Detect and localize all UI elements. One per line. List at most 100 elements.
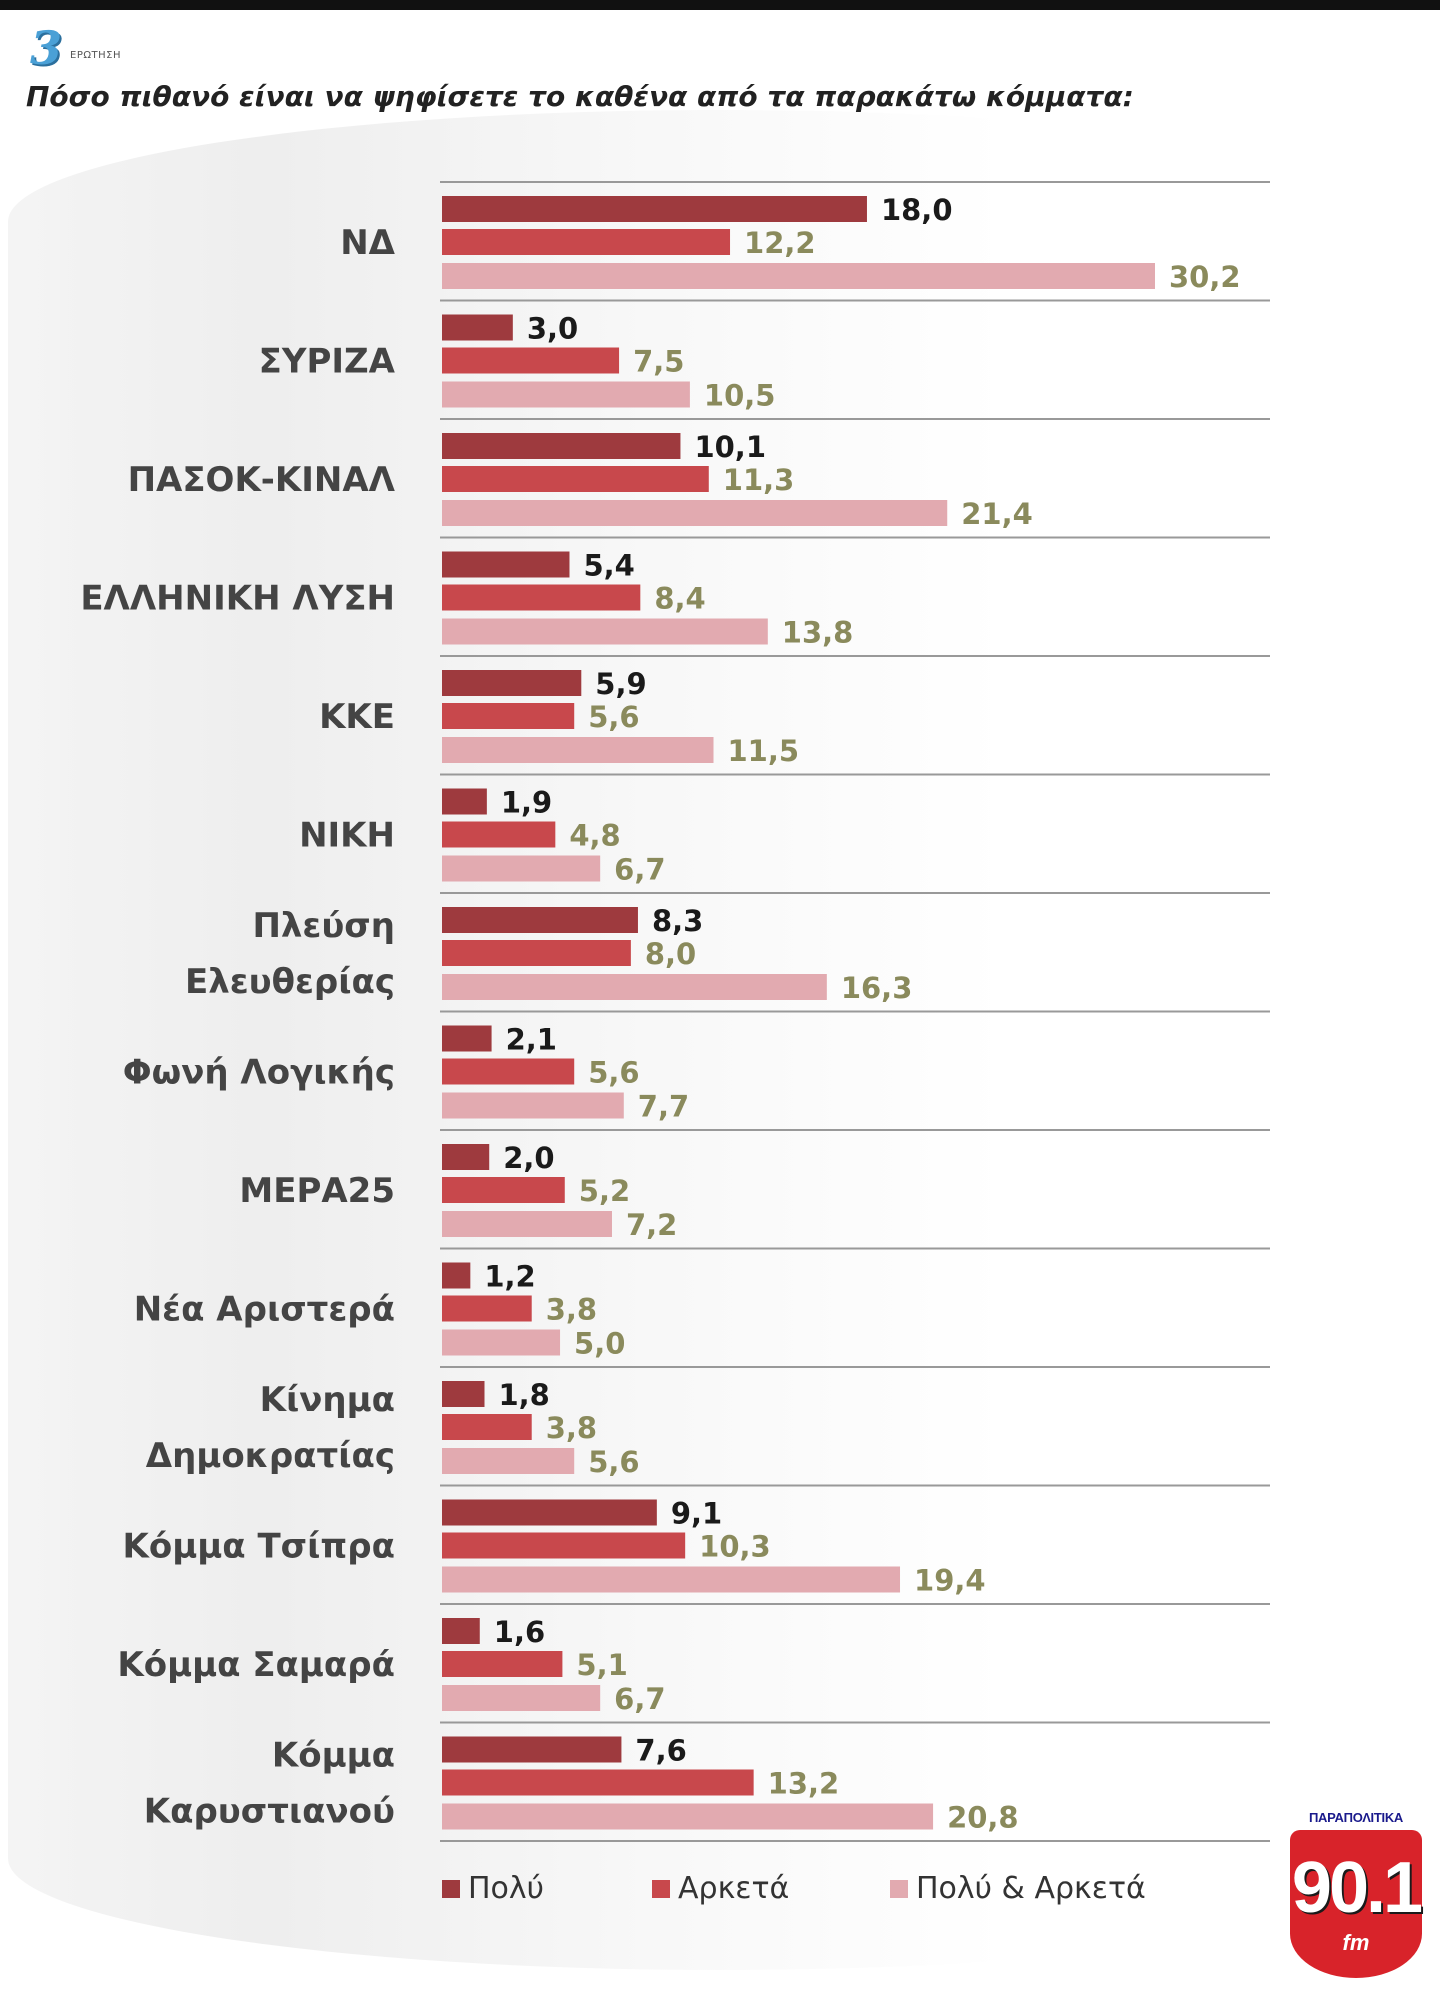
bar-arketa — [442, 584, 641, 611]
bar-both — [442, 1329, 561, 1356]
bar-both — [442, 1566, 901, 1593]
bar-arketa — [442, 347, 620, 374]
data-label: 1,8 — [498, 1378, 549, 1412]
bar-arketa — [442, 703, 575, 729]
question-header: 3 ΕΡΩΤΗΣΗ — [30, 21, 121, 75]
bar-polu — [442, 907, 638, 933]
data-label: 18,0 — [881, 193, 953, 227]
bar-both — [442, 1211, 612, 1237]
bar-both — [442, 263, 1155, 289]
data-label: 21,4 — [961, 497, 1033, 531]
data-label: 13,2 — [768, 1767, 840, 1801]
bar-polu — [442, 1618, 480, 1644]
question-title: Πόσο πιθανό είναι να ψηφίσετε το καθένα … — [26, 80, 1134, 113]
category-label: Φωνή Λογικής — [123, 1053, 395, 1093]
data-label: 10,3 — [699, 1530, 771, 1564]
data-label: 5,6 — [588, 700, 639, 734]
category-label: ΠΑΣΟΚ-ΚΙΝΑΛ — [128, 460, 396, 500]
bar-polu — [442, 1381, 485, 1407]
data-label: 3,8 — [546, 1293, 597, 1327]
data-label: 2,1 — [506, 1023, 557, 1057]
bar-polu — [442, 1736, 622, 1763]
bar-polu — [442, 1499, 657, 1526]
bar-polu — [442, 1144, 490, 1170]
data-label: 7,2 — [626, 1208, 677, 1242]
bar-arketa — [442, 1532, 686, 1559]
data-label: 9,1 — [671, 1497, 722, 1531]
category-label: Πλεύση — [252, 906, 395, 946]
data-label: 3,0 — [527, 312, 578, 346]
category-label: ΕΛΛΗΝΙΚΗ ΛΥΣΗ — [80, 579, 395, 619]
question-number: 3 — [30, 21, 63, 75]
data-label: 12,2 — [744, 226, 816, 260]
bar-both — [442, 618, 768, 645]
bar-polu — [442, 1262, 471, 1289]
bar-both — [442, 1448, 575, 1474]
data-label: 8,0 — [645, 937, 696, 971]
data-label: 2,0 — [503, 1141, 554, 1175]
data-label: 7,6 — [635, 1734, 686, 1768]
question-tag: ΕΡΩΤΗΣΗ — [70, 49, 121, 61]
data-label: 1,2 — [484, 1260, 535, 1294]
data-label: 8,3 — [652, 904, 703, 938]
category-label: Κίνημα — [260, 1380, 395, 1420]
data-label: 5,1 — [576, 1648, 627, 1682]
data-label: 1,9 — [501, 786, 552, 820]
legend-label: Πολύ — [468, 1871, 544, 1906]
data-label: 5,2 — [579, 1174, 630, 1208]
bar-both — [442, 974, 827, 1000]
bar-arketa — [442, 1058, 575, 1085]
data-label: 7,5 — [633, 345, 684, 379]
logo-frequency: 90.1 — [1291, 1848, 1423, 1928]
bar-arketa — [442, 1414, 532, 1440]
bar-arketa — [442, 940, 631, 966]
logo-shield: 90.1 fm — [1290, 1830, 1423, 1978]
bar-polu — [442, 670, 582, 696]
data-label: 8,4 — [654, 582, 705, 616]
data-label: 7,7 — [638, 1090, 689, 1124]
legend-swatch — [652, 1880, 670, 1898]
bar-arketa — [442, 229, 731, 255]
bar-polu — [442, 1025, 492, 1052]
data-label: 5,4 — [583, 549, 634, 583]
category-label: Καρυστιανού — [144, 1792, 395, 1832]
legend-label: Αρκετά — [678, 1871, 789, 1906]
category-label: Κόμμα — [272, 1736, 395, 1776]
legend-swatch — [442, 1880, 460, 1898]
top-bar — [0, 0, 1440, 10]
bar-arketa — [442, 1177, 565, 1203]
category-label: Νέα Αριστερά — [134, 1290, 395, 1330]
data-label: 1,6 — [494, 1615, 545, 1649]
data-label: 3,8 — [546, 1411, 597, 1445]
bar-arketa — [442, 466, 709, 492]
data-label: 11,3 — [723, 463, 795, 497]
data-label: 5,6 — [588, 1445, 639, 1479]
category-label: ΜΕΡΑ25 — [239, 1171, 395, 1211]
bar-arketa — [442, 1651, 563, 1677]
category-label: ΚΚΕ — [319, 697, 395, 737]
category-label: Κόμμα Σαμαρά — [117, 1645, 395, 1685]
bar-polu — [442, 433, 681, 459]
bar-polu — [442, 788, 487, 815]
data-label: 10,5 — [704, 379, 776, 413]
radio-logo: ΠΑΡΑΠΟΛΙΤΙΚΑ 90.1 fm — [1286, 1810, 1426, 1982]
category-label: ΝΔ — [340, 223, 395, 263]
category-label: Δημοκρατίας — [146, 1436, 395, 1476]
data-label: 30,2 — [1169, 260, 1241, 294]
data-label: 10,1 — [694, 430, 766, 464]
category-label: Ελευθερίας — [185, 962, 395, 1002]
bar-both — [442, 737, 714, 763]
bar-both — [442, 1685, 601, 1711]
category-label: ΝΙΚΗ — [299, 816, 395, 856]
data-label: 16,3 — [841, 971, 913, 1005]
data-label: 20,8 — [947, 1801, 1019, 1835]
data-label: 6,7 — [614, 853, 665, 887]
logo-title: ΠΑΡΑΠΟΛΙΤΙΚΑ — [1308, 1810, 1404, 1825]
legend-label: Πολύ & Αρκετά — [916, 1871, 1146, 1906]
bar-arketa — [442, 821, 556, 848]
data-label: 19,4 — [914, 1564, 986, 1598]
bar-arketa — [442, 1769, 754, 1796]
bar-polu — [442, 314, 513, 341]
bar-both — [442, 1092, 624, 1119]
